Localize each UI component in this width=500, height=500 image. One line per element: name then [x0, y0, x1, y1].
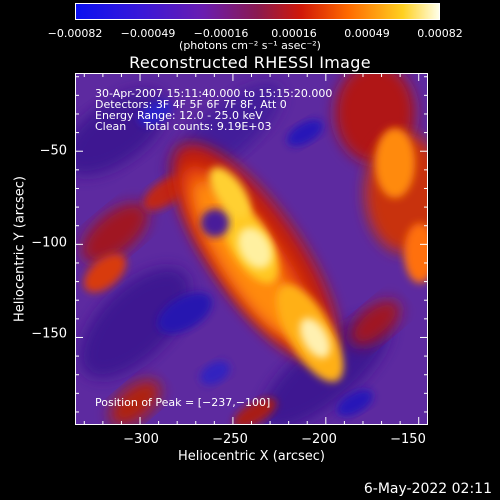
axis-ticks: [75, 73, 428, 425]
counts-label: Clean Total counts: 9.19E+03: [95, 120, 272, 133]
x-tick-label: −250: [212, 432, 248, 447]
heatmap-blob: [138, 100, 172, 126]
heatmap-blob: [200, 361, 230, 385]
x-tick-label: −300: [123, 432, 159, 447]
colorbar-tick: −0.00082: [47, 27, 103, 40]
heatmap-blob: [201, 209, 229, 237]
chart-title: Reconstructed RHESSI Image: [129, 53, 371, 72]
heatmap-blob: [79, 267, 191, 379]
heatmap-blob: [336, 389, 374, 417]
x-tick-label: −200: [301, 432, 337, 447]
y-tick-label: −100: [31, 235, 67, 251]
heatmap-blob: [81, 203, 149, 263]
time-range-label: 30-Apr-2007 15:11:40.000 to 15:15:20.000: [95, 87, 333, 100]
y-tick-label: −50: [39, 143, 67, 159]
heatmap-blob: [233, 398, 277, 425]
colorbar-tick: −0.00016: [193, 27, 249, 40]
peak-position-label: Position of Peak = [−237,−100]: [95, 396, 271, 409]
heatmap-blob: [404, 223, 428, 283]
timestamp: 6-May-2022 02:11: [363, 481, 492, 497]
heatmap-blob: [209, 167, 251, 219]
heatmap-blob: [75, 90, 168, 176]
detectors-label: Detectors: 3F 4F 5F 6F 7F 8F, Att 0: [95, 98, 287, 111]
colorbar-units: (photons cm⁻² s⁻¹ asec⁻²): [179, 39, 321, 52]
heatmap-blob: [237, 227, 273, 269]
x-tick-label: −150: [390, 432, 426, 447]
heatmap-blob: [157, 292, 213, 334]
y-axis-label: Heliocentric Y (arcsec): [12, 176, 28, 322]
colorbar: [75, 3, 440, 20]
colorbar-tick: 0.00082: [417, 27, 463, 40]
heatmap-blob: [349, 300, 401, 346]
heatmap-blob: [286, 119, 324, 147]
heatmap-blob: [109, 380, 161, 425]
colorbar-tick: −0.00049: [120, 27, 176, 40]
colorbar-tick: 0.00049: [344, 27, 390, 40]
heatmap-blob: [299, 318, 331, 358]
heatmap-blob: [375, 128, 415, 198]
heatmap-blob: [83, 253, 127, 293]
heatmap-layer: [75, 73, 428, 425]
colorbar-tick: 0.00016: [271, 27, 317, 40]
y-tick-label: −150: [31, 326, 67, 342]
heatmap-plot: [75, 73, 428, 425]
energy-range-label: Energy Range: 12.0 - 25.0 keV: [95, 109, 263, 122]
x-axis-label: Heliocentric X (arcsec): [178, 449, 325, 464]
